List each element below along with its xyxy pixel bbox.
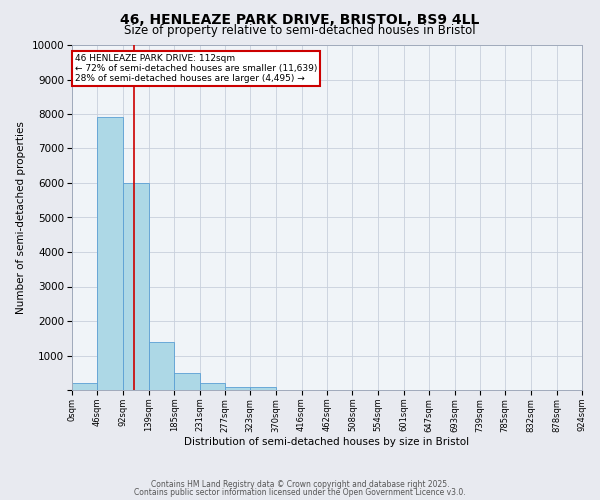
Bar — [72, 383, 97, 390]
Bar — [225, 386, 250, 390]
Bar — [97, 118, 123, 390]
Text: 46 HENLEAZE PARK DRIVE: 112sqm
← 72% of semi-detached houses are smaller (11,639: 46 HENLEAZE PARK DRIVE: 112sqm ← 72% of … — [75, 54, 317, 84]
Text: Contains public sector information licensed under the Open Government Licence v3: Contains public sector information licen… — [134, 488, 466, 497]
Y-axis label: Number of semi-detached properties: Number of semi-detached properties — [16, 121, 26, 314]
Bar — [250, 386, 276, 390]
Bar — [123, 183, 149, 390]
X-axis label: Distribution of semi-detached houses by size in Bristol: Distribution of semi-detached houses by … — [184, 437, 470, 447]
Text: Size of property relative to semi-detached houses in Bristol: Size of property relative to semi-detach… — [124, 24, 476, 37]
Bar — [199, 383, 225, 390]
Text: Contains HM Land Registry data © Crown copyright and database right 2025.: Contains HM Land Registry data © Crown c… — [151, 480, 449, 489]
Text: 46, HENLEAZE PARK DRIVE, BRISTOL, BS9 4LL: 46, HENLEAZE PARK DRIVE, BRISTOL, BS9 4L… — [121, 12, 479, 26]
Bar — [149, 342, 174, 390]
Bar — [174, 373, 200, 390]
